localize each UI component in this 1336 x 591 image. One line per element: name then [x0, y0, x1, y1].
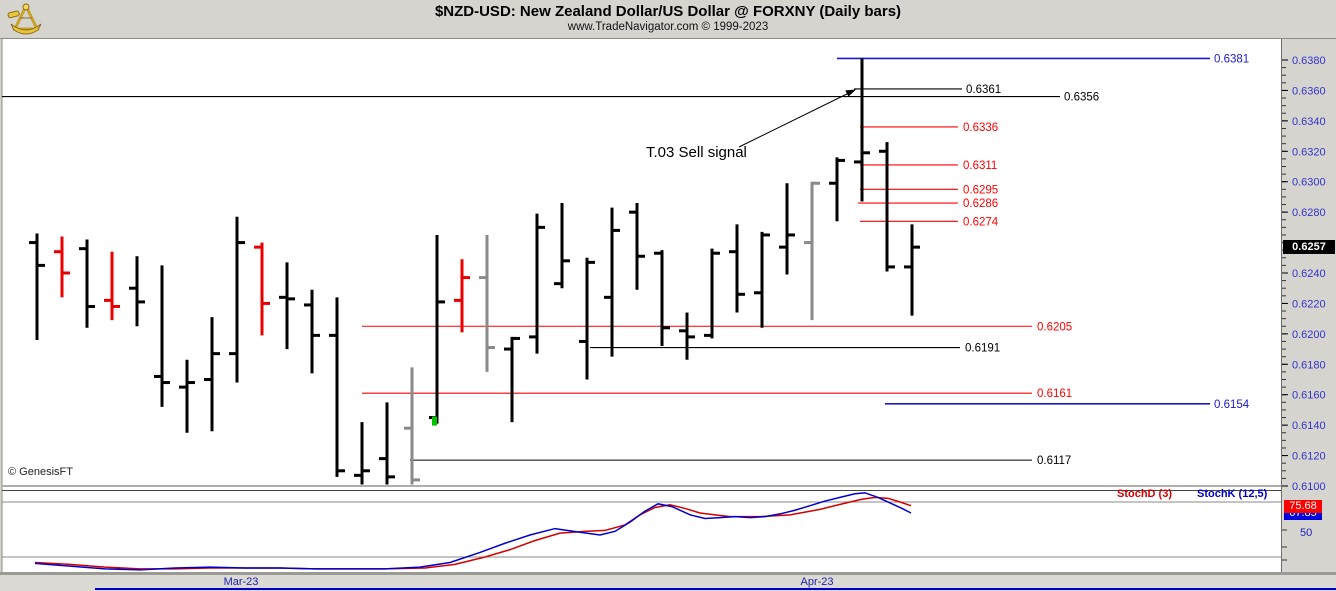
price-bar: [154, 265, 170, 407]
price-bar: [779, 183, 795, 275]
date-axis-separator: [0, 572, 1336, 575]
price-axis-label: 0.6140: [1292, 420, 1326, 432]
level-label-0.6336: 0.6336: [963, 122, 998, 134]
price-bar: [379, 402, 395, 485]
stoch-50-label: 50: [1300, 527, 1313, 539]
price-bar: [579, 257, 595, 380]
sell-signal-arrowhead: [845, 89, 856, 97]
header-divider: [0, 38, 1336, 39]
price-axis-label: 0.6200: [1292, 329, 1326, 341]
price-bar: [679, 312, 695, 360]
month-label-mar: Mar-23: [223, 576, 259, 588]
level-label-0.6286: 0.6286: [963, 198, 998, 210]
level-label-0.6356: 0.6356: [1064, 92, 1099, 104]
chart-title: $NZD-USD: New Zealand Dollar/US Dollar @…: [434, 3, 902, 20]
date-axis: [0, 575, 1336, 591]
stochd-legend: StochD (3): [1117, 488, 1172, 500]
price-bar: [179, 359, 195, 433]
price-bar: [129, 256, 145, 327]
stochk-line: [34, 492, 912, 571]
price-bar: [904, 224, 920, 316]
price-bar: [729, 224, 745, 313]
price-bar: [629, 203, 645, 290]
level-label-0.6361: 0.6361: [966, 84, 1001, 96]
sell-signal-arrow-shaft: [738, 90, 854, 148]
level-label-0.6161: 0.6161: [1037, 388, 1072, 400]
buy-signal-marker: [432, 416, 437, 426]
price-axis-label: 0.6320: [1292, 146, 1326, 158]
price-bar: [29, 233, 45, 340]
price-bar: [354, 422, 370, 485]
price-axis-label: 0.6380: [1292, 55, 1326, 67]
price-bar: [879, 142, 895, 272]
price-axis-label: 0.6280: [1292, 207, 1326, 219]
price-axis-label: 0.6240: [1292, 268, 1326, 280]
price-bar: [454, 259, 470, 333]
price-bar: [279, 262, 295, 350]
price-bar: [404, 367, 420, 485]
price-axis-label: 0.6300: [1292, 177, 1326, 189]
price-bar: [704, 248, 720, 339]
level-label-0.6295: 0.6295: [963, 184, 998, 196]
genesis-copyright: © GenesisFT: [8, 466, 73, 478]
level-label-0.6154: 0.6154: [1214, 399, 1250, 411]
price-axis-label: 0.6180: [1292, 359, 1326, 371]
price-bar: [829, 157, 845, 222]
price-axis-label: 0.6100: [1292, 481, 1326, 493]
price-bar: [104, 251, 120, 321]
price-bar: [479, 234, 495, 372]
price-axis-label: 0.6160: [1292, 390, 1326, 402]
price-axis-label: 0.6220: [1292, 298, 1326, 310]
price-bar: [554, 203, 570, 289]
level-label-0.6381: 0.6381: [1214, 53, 1249, 65]
price-bar: [504, 336, 520, 423]
level-label-0.6117: 0.6117: [1037, 455, 1071, 467]
price-bar: [329, 297, 345, 477]
bottom-window-accent: [95, 588, 1336, 590]
plot-background: [2, 39, 1281, 573]
stochd-value-badge: 75.68: [1284, 500, 1322, 513]
chart-header: $NZD-USD: New Zealand Dollar/US Dollar @…: [0, 0, 1336, 38]
price-bar: [604, 207, 620, 357]
price-bar: [804, 181, 820, 321]
price-bar: [54, 236, 70, 298]
gold-sextant-logo-icon: [7, 2, 45, 41]
price-axis-label: 0.6360: [1292, 85, 1326, 97]
price-bar: [304, 289, 320, 374]
chart-subtitle: www.TradeNavigator.com © 1999-2023: [567, 21, 769, 33]
level-label-0.6274: 0.6274: [963, 216, 999, 228]
level-label-0.6311: 0.6311: [963, 160, 997, 172]
price-bar: [229, 216, 245, 383]
price-axis-label: 0.6340: [1292, 116, 1326, 128]
price-bar: [254, 242, 270, 336]
sell-signal-annotation: T.03 Sell signal: [646, 144, 747, 161]
price-bar: [529, 213, 545, 354]
price-axis-label: 0.6120: [1292, 451, 1326, 463]
level-label-0.6205: 0.6205: [1037, 321, 1072, 333]
price-bar: [854, 58, 870, 202]
right-axis-strip: [1282, 39, 1336, 575]
level-label-0.6191: 0.6191: [965, 343, 1000, 355]
price-bar: [654, 250, 670, 347]
stochk-legend: StochK (12,5): [1197, 488, 1268, 500]
current-price-badge: 0.6257: [1283, 240, 1335, 254]
price-bar: [754, 231, 770, 328]
price-bar: [79, 239, 95, 328]
month-label-apr: Apr-23: [800, 576, 834, 588]
price-bar: [204, 317, 220, 432]
